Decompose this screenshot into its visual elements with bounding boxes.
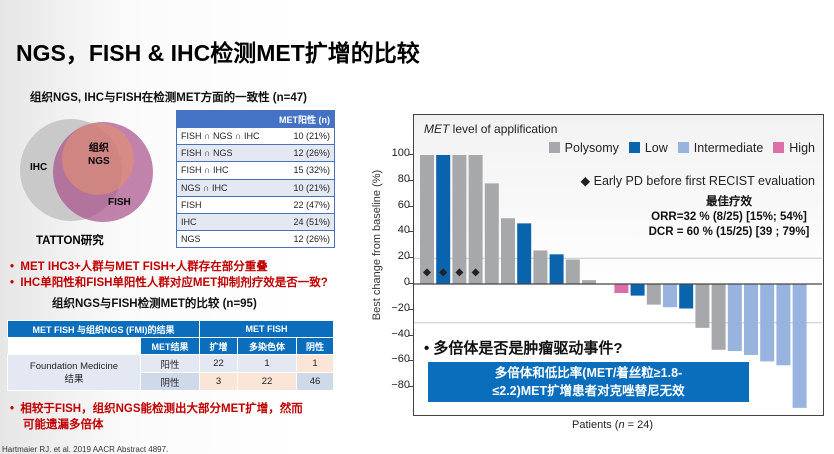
bar	[484, 183, 499, 284]
early-pd-marker	[455, 268, 464, 277]
y-tick-label: 20	[397, 250, 410, 263]
bar	[565, 259, 580, 284]
y-tick	[409, 308, 414, 310]
bar	[760, 284, 775, 362]
bar	[582, 280, 596, 284]
legend-item: Intermediate	[677, 141, 763, 155]
early-pd-marker	[423, 268, 431, 277]
venn-label-ihc: IHC	[30, 162, 48, 173]
table-row: NGS ∩ IHC 10 (21%)	[176, 178, 335, 197]
citation: Hartmaier RJ. et al. 2019 AACR Abstract …	[2, 445, 169, 454]
ngs-circle	[62, 123, 134, 195]
y-tick-label: −40	[391, 327, 410, 340]
page-title: NGS，FISH & IHC检测MET扩增的比较	[16, 40, 420, 66]
bar	[468, 155, 483, 284]
legend-item: Low	[628, 141, 668, 155]
study-label: TATTON研究	[36, 235, 104, 247]
bar	[727, 284, 742, 352]
bar	[533, 250, 548, 284]
bullet-2: • 相较于FISH，组织NGS能检测出大部分MET扩增，然而 可能遗漏多倍体	[10, 403, 303, 431]
table-row: IHC 24 (51%)	[176, 212, 335, 231]
legend-swatch	[628, 142, 640, 153]
bar	[646, 284, 661, 305]
y-tick-label: 100	[391, 147, 410, 159]
waterfall-chart: MET level of applification Polysomy Low In…	[413, 114, 824, 416]
y-tick-label: −80	[391, 379, 410, 392]
venn-subtitle: 组织NGS, IHC与FISH在检测MET方面的一致性 (n=47)	[30, 92, 307, 104]
y-tick	[409, 154, 414, 155]
bar	[452, 155, 467, 284]
bar	[436, 155, 451, 284]
legend-item: High	[773, 141, 815, 155]
bullet: • MET IHC3+人群与MET FISH+人群存在部分重叠	[10, 261, 268, 273]
bullet: • IHC单阳性和FISH单阳性人群对应MET抑制剂疗效是否一致?	[10, 277, 328, 289]
bar	[549, 254, 564, 284]
conclusion-box: 多倍体和低比率(MET/着丝粒≥1.8- ≤2.2)MET扩增患者对克唑替尼无效	[428, 362, 749, 402]
y-tick-label: 0	[403, 276, 410, 288]
best-response: 最佳疗效 ORR=32 % (8/25) [15%; 54%] DCR = 60…	[648, 196, 810, 238]
y-tick	[409, 334, 414, 336]
legend-item: Polysomy	[548, 141, 619, 155]
early-pd-marker	[471, 268, 480, 277]
chart-title: MET level of applification	[424, 122, 558, 136]
bar	[744, 284, 758, 355]
early-pd-marker	[439, 268, 448, 277]
legend: Polysomy Low Intermediate High	[548, 141, 815, 155]
bullets-1: • MET IHC3+人群与MET FISH+人群存在部分重叠 • IHC单阳性…	[10, 258, 328, 290]
table-row: NGS 12 (26%)	[176, 230, 335, 248]
concordance-table: MET阳性 (n) FISH ∩ NGS ∩ IHC 10 (21%) FISH ∩…	[176, 110, 335, 249]
bar	[776, 284, 791, 366]
y-tick	[409, 283, 414, 284]
ngs-fish-table: MET FISH 与组织NGS (FMI)的结果 MET FISH MET结果 扩增…	[7, 320, 334, 391]
bar	[711, 284, 726, 350]
y-tick	[409, 205, 414, 207]
y-tick-label: 80	[397, 172, 410, 185]
y-tick-label: −20	[391, 301, 410, 314]
legend-swatch	[677, 142, 689, 153]
table-row: FISH ∩ NGS 12 (26%)	[176, 144, 335, 162]
venn-diagram	[20, 119, 153, 222]
bar	[501, 218, 515, 284]
plot-area	[414, 155, 822, 408]
legend-swatch	[548, 142, 560, 153]
legend-swatch	[773, 142, 785, 153]
y-tick-label: 40	[397, 224, 410, 237]
y-tick	[409, 179, 414, 181]
bar	[695, 284, 710, 328]
y-tick	[409, 360, 414, 362]
y-tick	[409, 231, 414, 233]
table2-subtitle: 组织NGS与FISH检测MET的比较 (n=95)	[52, 298, 257, 310]
y-tick	[409, 257, 414, 259]
question-bullet: • 多倍体是否是肿瘤驱动事件?	[424, 340, 623, 357]
y-tick-label: 60	[397, 198, 410, 211]
table-row: FISH ∩ NGS ∩ IHC 10 (21%)	[176, 126, 335, 145]
venn-label-fish: FISH	[108, 197, 131, 208]
y-tick-label: −60	[391, 353, 410, 366]
y-tick	[409, 386, 414, 388]
bar	[663, 284, 677, 308]
bar	[614, 284, 629, 294]
venn-label-ngs: 组织 NGS	[88, 143, 110, 167]
bar	[517, 223, 532, 284]
x-axis-label: Patients (n = 24)	[572, 419, 654, 431]
early-pd-legend: ◆ Early PD before first RECIST evaluatio…	[580, 174, 815, 188]
table-row: FISH 22 (47%)	[176, 195, 335, 214]
bar	[630, 284, 645, 296]
table-row: FISH ∩ IHC 15 (32%)	[176, 161, 335, 180]
bar	[792, 284, 807, 408]
bar	[420, 155, 434, 284]
bar	[679, 284, 694, 309]
